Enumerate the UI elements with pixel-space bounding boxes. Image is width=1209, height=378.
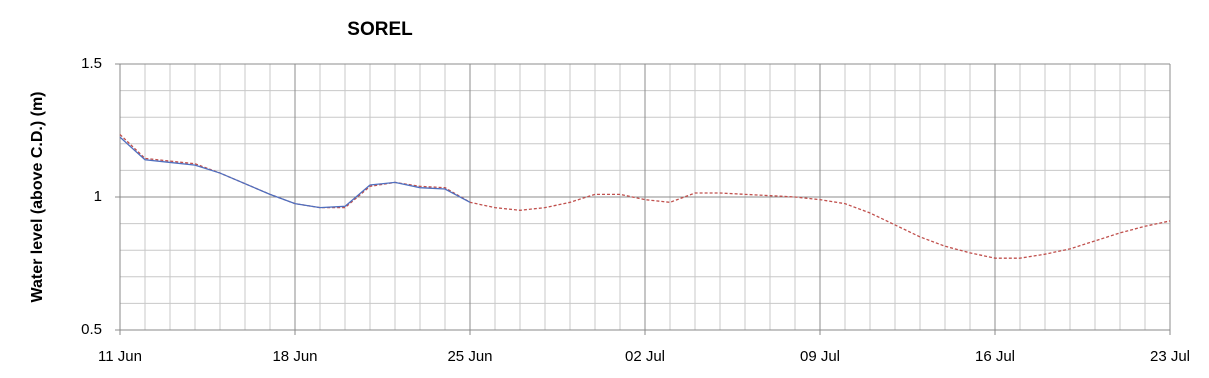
data-line (119, 136, 471, 209)
x-tick-label: 16 Jul (975, 348, 1015, 365)
x-tick-label: 11 Jun (98, 348, 142, 365)
y-tick-label: 1 (94, 188, 102, 205)
x-tick-label: 23 Jul (1150, 348, 1190, 365)
x-tick-label: 18 Jun (272, 348, 317, 365)
y-axis-label: Water level (above C.D.) (m) (29, 91, 46, 302)
x-tick-label: 02 Jul (625, 348, 665, 365)
chart-title: SOREL (347, 19, 413, 40)
x-tick-label: 09 Jul (800, 348, 840, 365)
x-tick-label: 25 Jun (447, 348, 492, 365)
y-tick-label: 0.5 (81, 321, 102, 338)
y-tick-label: 1.5 (81, 55, 102, 72)
